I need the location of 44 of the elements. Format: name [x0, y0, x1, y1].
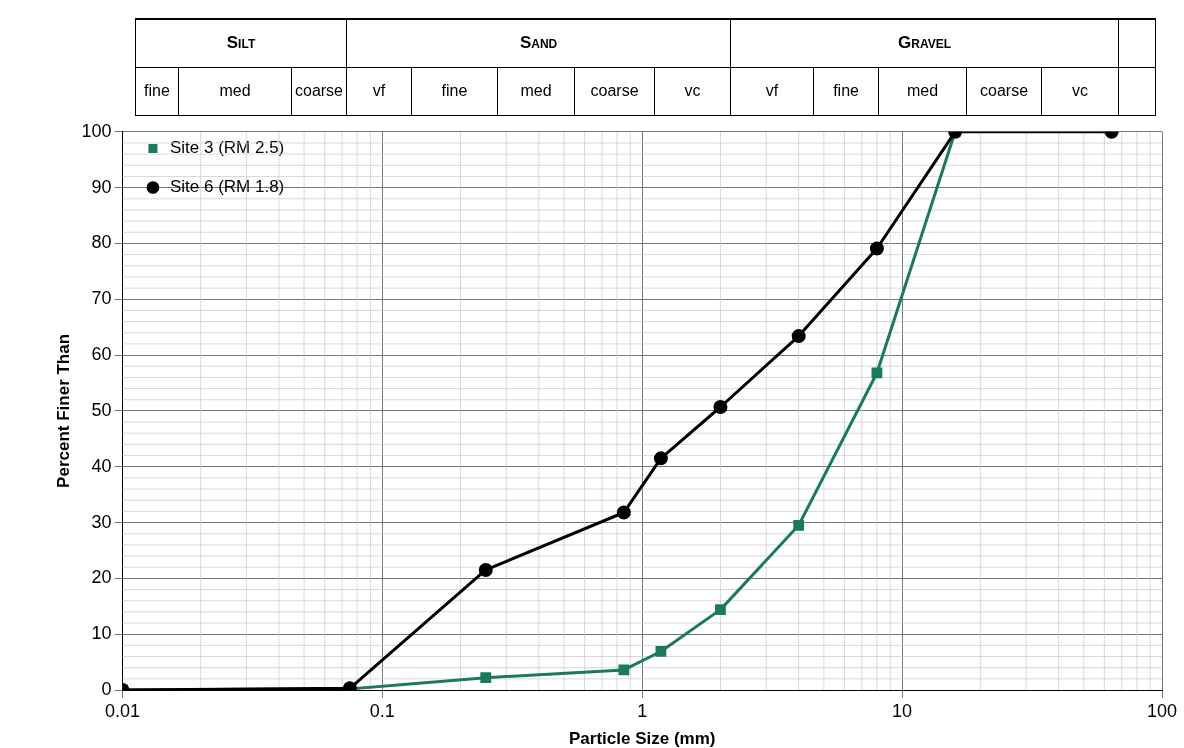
y-tick-label: 0 [101, 678, 112, 699]
point [715, 604, 726, 616]
y-tick-label: 30 [91, 511, 112, 532]
legend-label: Site 3 (RM 2.5) [169, 138, 285, 158]
x-tick-label: 1 [637, 700, 648, 721]
y-tick-label: 90 [91, 176, 112, 197]
text: fine [813, 67, 879, 115]
x-tick-label: 0.1 [369, 700, 395, 721]
point [793, 519, 805, 531]
y-tick-label: 20 [91, 567, 112, 588]
text: fine [135, 67, 179, 115]
point [713, 399, 728, 414]
x-tick-label: 100 [1146, 700, 1178, 721]
point [791, 329, 806, 344]
y-tick-label: 70 [91, 288, 112, 309]
text: vc [1041, 67, 1119, 115]
text: Gravel [730, 19, 1119, 67]
text: med [178, 67, 292, 115]
y-tick-label: 100 [81, 120, 112, 141]
y-tick-label: 50 [91, 399, 112, 420]
text: coarse [574, 67, 655, 115]
text: Sand [346, 19, 731, 67]
legend-label: Site 6 (RM 1.8) [169, 177, 285, 197]
point [478, 562, 493, 577]
text: vc [654, 67, 731, 115]
point [480, 672, 492, 684]
y-tick-label: 10 [91, 623, 112, 644]
y-tick-label: 40 [91, 455, 112, 476]
x-tick-label: 10 [892, 700, 913, 721]
text: vf [346, 67, 412, 115]
text: fine [411, 67, 498, 115]
text: med [878, 67, 967, 115]
y-tick-label: 80 [91, 232, 112, 253]
point [871, 367, 883, 379]
x-tick-label: 0.01 [104, 700, 140, 721]
text: med [497, 67, 575, 115]
y-tick-label: 60 [91, 344, 112, 365]
text: vf [730, 67, 814, 115]
x-axis-title: Particle Size (mm) [568, 729, 716, 748]
text: Silt [135, 19, 347, 67]
y-axis-title: Percent Finer Than [53, 333, 73, 488]
point [869, 241, 884, 256]
text: coarse [291, 67, 347, 115]
text: coarse [966, 67, 1042, 115]
